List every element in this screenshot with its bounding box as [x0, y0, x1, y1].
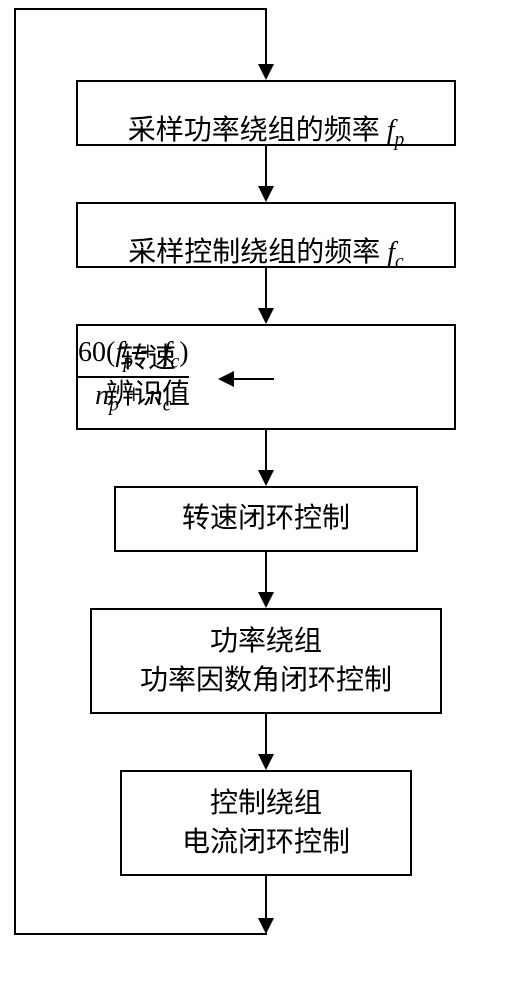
- arrow-formula-to-label: [232, 378, 274, 380]
- loop-top-horizontal: [14, 8, 267, 10]
- box3-formula: 60(fp + fc) np + nc: [78, 337, 201, 416]
- box4-text: 转速闭环控制: [182, 499, 350, 538]
- arrow-head-b4-b5: [258, 592, 274, 608]
- box5-text: 功率绕组 功率因数角闭环控制: [140, 622, 392, 700]
- formula-numerator: 60(fp + fc): [78, 337, 189, 374]
- box-sample-power-frequency: 采样功率绕组的频率 fp: [76, 80, 456, 146]
- arrow-b3-b4: [265, 430, 267, 472]
- formula-denominator: np + nc: [95, 380, 171, 417]
- arrow-head-b5-b6: [258, 754, 274, 770]
- arrow-b5-b6: [265, 714, 267, 756]
- arrow-head-formula-to-label: [218, 371, 234, 387]
- box1-text: 采样功率绕组的频率 fp: [128, 72, 405, 154]
- box-speed-identification: 转速 辨识值 60(fp + fc) np + nc: [76, 324, 456, 430]
- formula-fraction-line: [78, 376, 189, 378]
- box2-text: 采样控制绕组的频率 fc: [128, 194, 404, 276]
- arrow-b6-bottom: [265, 876, 267, 920]
- box6-text: 控制绕组 电流闭环控制: [182, 784, 350, 862]
- arrow-b4-b5: [265, 552, 267, 594]
- loop-left-vertical: [14, 8, 16, 935]
- box-speed-loop-control: 转速闭环控制: [114, 486, 418, 552]
- box-sample-control-frequency: 采样控制绕组的频率 fc: [76, 202, 456, 268]
- arrow-head-b3-b4: [258, 470, 274, 486]
- box-power-factor-loop: 功率绕组 功率因数角闭环控制: [90, 608, 442, 714]
- arrow-b1-b2: [265, 146, 267, 188]
- loop-bottom-horizontal: [14, 933, 267, 935]
- arrow-head-b2-b3: [258, 308, 274, 324]
- arrow-head-b6-bottom: [258, 918, 274, 934]
- arrow-b2-b3: [265, 268, 267, 310]
- box-current-loop-control: 控制绕组 电流闭环控制: [120, 770, 412, 876]
- arrow-top-to-b1: [265, 8, 267, 66]
